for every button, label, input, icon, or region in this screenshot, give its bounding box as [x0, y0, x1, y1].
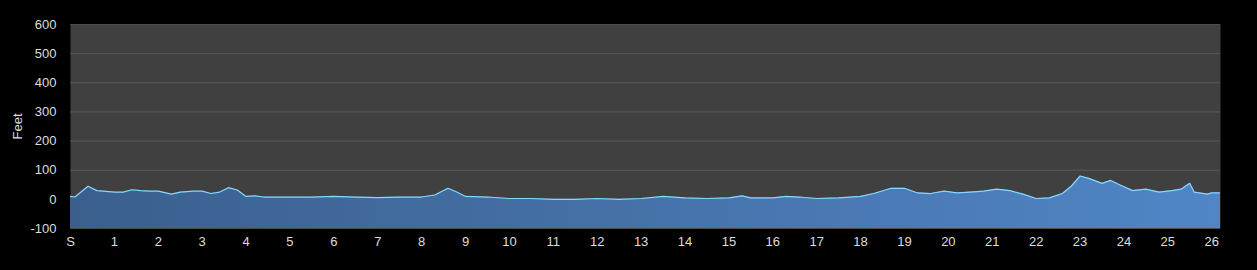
svg-text:17: 17	[809, 234, 823, 249]
svg-text:4: 4	[242, 234, 249, 249]
svg-text:22: 22	[1029, 234, 1043, 249]
svg-text:15: 15	[722, 234, 736, 249]
svg-text:6: 6	[330, 234, 337, 249]
svg-text:26: 26	[1204, 234, 1218, 249]
svg-text:18: 18	[853, 234, 867, 249]
svg-text:100: 100	[35, 162, 57, 177]
svg-text:200: 200	[35, 133, 57, 148]
svg-text:19: 19	[897, 234, 911, 249]
svg-text:-100: -100	[30, 221, 56, 236]
svg-text:14: 14	[678, 234, 692, 249]
svg-text:11: 11	[547, 234, 561, 249]
svg-text:13: 13	[634, 234, 648, 249]
svg-text:12: 12	[590, 234, 604, 249]
svg-text:400: 400	[35, 75, 57, 90]
svg-text:1: 1	[111, 234, 118, 249]
svg-text:25: 25	[1161, 234, 1175, 249]
svg-text:500: 500	[35, 46, 57, 61]
svg-text:8: 8	[418, 234, 425, 249]
svg-text:S: S	[66, 234, 75, 249]
svg-text:3: 3	[199, 234, 206, 249]
svg-text:300: 300	[35, 104, 57, 119]
svg-text:24: 24	[1117, 234, 1131, 249]
svg-text:600: 600	[35, 17, 57, 32]
svg-text:16: 16	[766, 234, 780, 249]
svg-text:9: 9	[462, 234, 469, 249]
svg-text:20: 20	[941, 234, 955, 249]
svg-text:23: 23	[1073, 234, 1087, 249]
svg-text:Feet: Feet	[10, 113, 25, 139]
svg-text:2: 2	[155, 234, 162, 249]
svg-text:5: 5	[286, 234, 293, 249]
svg-text:10: 10	[502, 234, 516, 249]
svg-text:0: 0	[49, 192, 56, 207]
svg-text:7: 7	[374, 234, 381, 249]
svg-text:21: 21	[985, 234, 999, 249]
